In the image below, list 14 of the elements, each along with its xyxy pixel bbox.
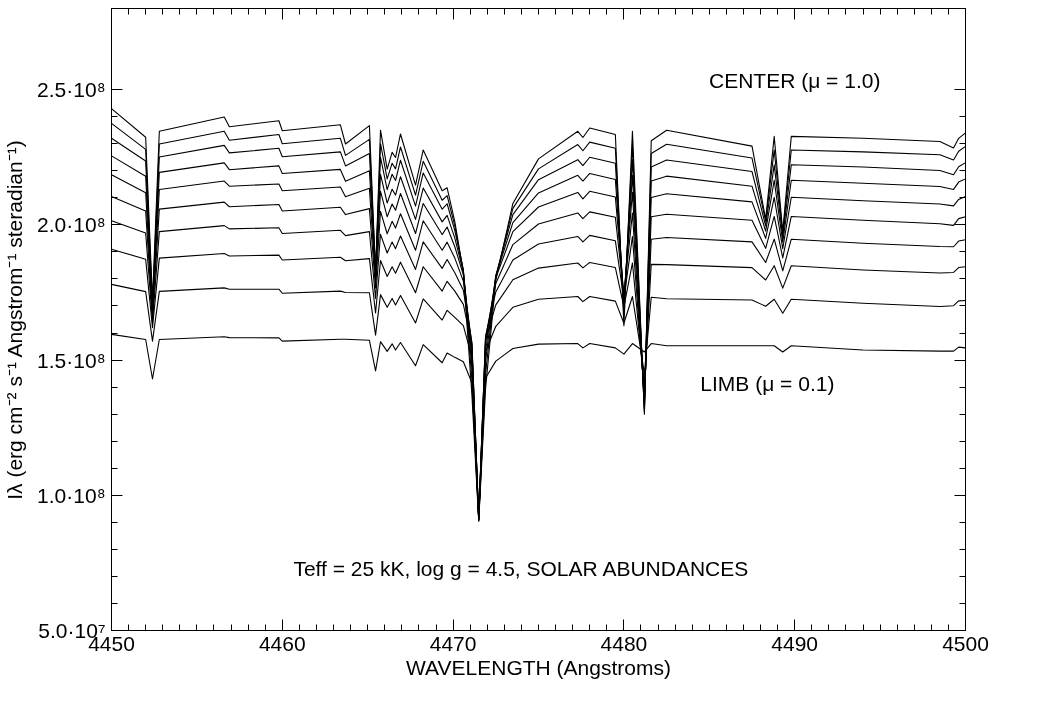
x-axis-title: WAVELENGTH (Angstroms) [406,655,671,679]
annotation: LIMB (μ = 0.1) [700,372,835,396]
x-tick-label: 4470 [429,631,477,655]
x-tick-label: 4460 [258,631,306,655]
y-tick-label: 2.5·10⁸ [37,78,106,102]
x-tick-label: 4490 [771,631,819,655]
annotation: CENTER (μ = 1.0) [709,68,881,92]
x-tick-label: 4480 [600,631,648,655]
x-tick-label: 4500 [942,631,989,655]
y-tick-label: 1.5·10⁸ [37,348,106,372]
y-axis-title: Iλ (erg cm⁻² s⁻¹ Angstrom⁻¹ steradian⁻¹) [3,140,27,500]
y-tick-label: 1.0·10⁸ [37,483,106,507]
annotation: Teff = 25 kK, log g = 4.5, SOLAR ABUNDANCES [293,556,749,580]
y-tick-label: 2.0·10⁸ [37,213,106,237]
